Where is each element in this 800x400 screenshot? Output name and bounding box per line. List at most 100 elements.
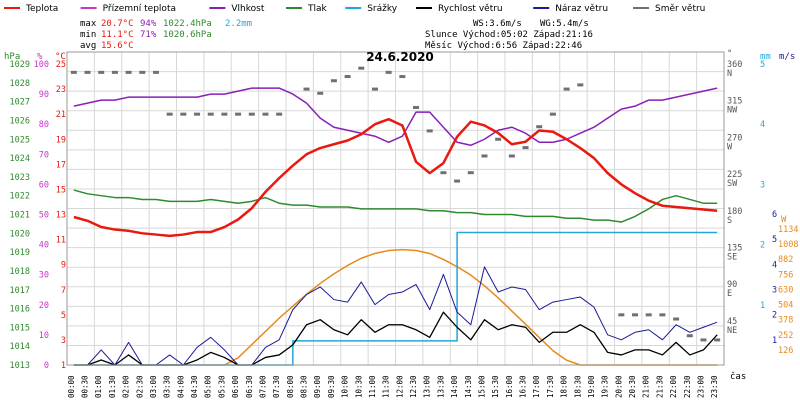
chart-date: 24.6.2020 bbox=[366, 50, 434, 64]
info-moon: Měsíc Východ:6:56 Západ:22:46 bbox=[425, 41, 582, 51]
time-tick-label: 05:00 bbox=[204, 375, 213, 398]
stats-min-hum: 71% bbox=[140, 30, 157, 40]
series-line-vlhkost bbox=[73, 87, 718, 147]
temperature-tick-label: 11 bbox=[56, 236, 66, 246]
wind-direction-point bbox=[221, 112, 228, 116]
wind-direction-point bbox=[344, 75, 351, 79]
wind-direction-point bbox=[330, 79, 337, 83]
time-tick-label: 15:00 bbox=[477, 375, 486, 398]
time-tick-label: 18:30 bbox=[573, 375, 582, 398]
pressure-tick-label: 1020 bbox=[10, 229, 30, 239]
pressure-tick-label: 1013 bbox=[10, 361, 30, 371]
wind-direction-point bbox=[166, 112, 173, 116]
pressure-tick-label: 1025 bbox=[10, 135, 30, 145]
wind-tick-label: 5 bbox=[772, 235, 777, 245]
humidity-unit: % bbox=[37, 52, 43, 62]
time-tick-label: 01:30 bbox=[108, 375, 117, 398]
rain-unit: mm bbox=[760, 52, 771, 62]
wind-direction-point bbox=[440, 171, 447, 175]
pressure-tick-label: 1026 bbox=[10, 116, 30, 126]
wind-direction-point bbox=[413, 105, 420, 109]
legend-label-7: Směr větru bbox=[655, 4, 705, 14]
direction-tick-dir: N bbox=[727, 69, 732, 79]
wind-direction-point bbox=[70, 70, 77, 74]
legend: Teplota Přízemní teplota Vlhkost Tlak Srážky… bbox=[4, 4, 705, 14]
legend-label-4: Srážky bbox=[367, 4, 398, 14]
stats-max-press: 1022.4hPa bbox=[163, 19, 212, 29]
direction-tick-dir: NW bbox=[727, 106, 738, 116]
direction-tick-label: 45 bbox=[727, 317, 737, 327]
time-tick-label: 23:30 bbox=[710, 375, 719, 398]
temperature-tick-label: 21 bbox=[56, 110, 66, 120]
series-line-n-raz-v-tru bbox=[73, 266, 718, 366]
pressure-tick-label: 1019 bbox=[10, 248, 30, 258]
rain-tick-label: 3 bbox=[760, 180, 765, 190]
rain-tick-label: 5 bbox=[760, 60, 765, 70]
solar-tick-label: 882 bbox=[778, 255, 793, 265]
time-tick-label: 21:00 bbox=[642, 375, 651, 398]
solar-tick-label: 126 bbox=[778, 346, 793, 356]
time-tick-label: 02:30 bbox=[135, 375, 144, 398]
wind-direction-point bbox=[207, 112, 214, 116]
direction-tick-label: 270 bbox=[727, 133, 742, 143]
stats-max-temp: 20.7°C bbox=[101, 19, 134, 29]
wind-direction-point bbox=[549, 112, 556, 116]
time-tick-label: 00:00 bbox=[67, 375, 76, 398]
time-tick-label: 04:30 bbox=[190, 375, 199, 398]
wind-direction-point bbox=[399, 75, 406, 79]
temperature-tick-label: 23 bbox=[56, 85, 66, 95]
time-tick-label: 18:00 bbox=[560, 375, 569, 398]
humidity-tick-label: 70 bbox=[39, 150, 49, 160]
series-line-tlak bbox=[73, 189, 718, 223]
stats-rain: 2.2mm bbox=[225, 19, 252, 29]
solar-tick-label: 252 bbox=[778, 331, 793, 341]
axes: hPa % °C ° mm m/s W čas 1029102810271026… bbox=[4, 49, 798, 398]
info-wg: WG:5.4m/s bbox=[540, 19, 589, 29]
solar-tick-label: 378 bbox=[778, 316, 793, 326]
time-tick-label: 10:30 bbox=[354, 375, 363, 398]
direction-tick-dir: W bbox=[727, 142, 733, 152]
time-tick-label: 22:30 bbox=[683, 375, 692, 398]
humidity-tick-label: 100 bbox=[34, 60, 49, 70]
time-tick-label: 04:00 bbox=[176, 375, 185, 398]
time-tick-label: 01:00 bbox=[94, 375, 103, 398]
direction-tick-label: 135 bbox=[727, 244, 742, 254]
time-tick-label: 06:30 bbox=[245, 375, 254, 398]
wind-direction-point bbox=[454, 179, 461, 183]
temperature-tick-label: 17 bbox=[56, 160, 66, 170]
pressure-tick-label: 1017 bbox=[10, 286, 30, 296]
stats-min-label: min bbox=[80, 30, 96, 40]
pressure-tick-label: 1016 bbox=[10, 305, 30, 315]
time-tick-label: 16:30 bbox=[519, 375, 528, 398]
stats-max-hum: 94% bbox=[140, 19, 157, 29]
pressure-tick-label: 1028 bbox=[10, 79, 30, 89]
wind-direction-point bbox=[235, 112, 242, 116]
time-tick-label: 19:30 bbox=[601, 375, 610, 398]
temperature-tick-label: 3 bbox=[61, 336, 66, 346]
wind-direction-point bbox=[467, 171, 474, 175]
rain-tick-label: 4 bbox=[760, 120, 765, 130]
wind-direction-point bbox=[686, 334, 693, 338]
time-tick-label: 21:30 bbox=[655, 375, 664, 398]
time-tick-label: 20:30 bbox=[628, 375, 637, 398]
wind-direction-point bbox=[111, 70, 118, 74]
time-tick-label: 16:00 bbox=[505, 375, 514, 398]
humidity-tick-label: 30 bbox=[39, 271, 49, 281]
time-tick-label: 14:00 bbox=[450, 375, 459, 398]
wind-direction-point bbox=[248, 112, 255, 116]
temperature-tick-label: 5 bbox=[61, 311, 66, 321]
wind-direction-point bbox=[632, 313, 639, 317]
direction-tick-label: 225 bbox=[727, 170, 742, 180]
pressure-tick-label: 1014 bbox=[10, 342, 30, 352]
solar-unit: W bbox=[781, 215, 787, 225]
legend-label-6: Náraz větru bbox=[555, 4, 608, 14]
time-tick-label: 20:00 bbox=[614, 375, 623, 398]
pressure-tick-label: 1018 bbox=[10, 267, 30, 277]
direction-tick-dir: S bbox=[727, 216, 732, 226]
wind-tick-label: 4 bbox=[772, 260, 777, 270]
wind-direction-point bbox=[98, 70, 105, 74]
info-sun: Slunce Východ:05:02 Západ:21:16 bbox=[425, 30, 593, 40]
wind-direction-point bbox=[371, 87, 378, 91]
plot-frame bbox=[66, 51, 725, 366]
